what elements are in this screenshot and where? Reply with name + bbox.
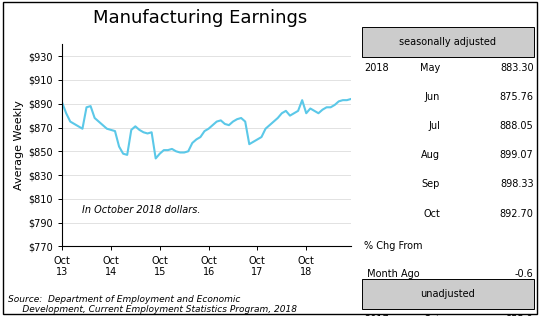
Text: 899.07: 899.07 [500,150,534,161]
Text: unadjusted: unadjusted [420,289,475,299]
Text: 855.9: 855.9 [506,315,534,316]
Text: Aug: Aug [421,150,440,161]
Text: 875.76: 875.76 [500,92,534,102]
Text: Jul: Jul [428,121,440,131]
Text: seasonally adjusted: seasonally adjusted [399,37,496,47]
Text: 892.70: 892.70 [500,209,534,219]
Text: In October 2018 dollars.: In October 2018 dollars. [83,205,201,215]
Text: 898.33: 898.33 [500,179,534,190]
Text: Manufacturing Earnings: Manufacturing Earnings [93,9,307,27]
Text: 883.30: 883.30 [500,63,534,73]
Text: Oct: Oct [423,315,440,316]
Y-axis label: Average Weekly: Average Weekly [14,100,24,190]
Text: % Chg From: % Chg From [364,241,423,251]
Text: Oct: Oct [423,209,440,219]
Text: -0.6: -0.6 [515,269,534,279]
Text: 2017: 2017 [364,315,389,316]
Text: 2018: 2018 [364,63,389,73]
Text: 888.05: 888.05 [500,121,534,131]
Text: May: May [420,63,440,73]
Text: Source:  Department of Employment and Economic
     Development, Current Employm: Source: Department of Employment and Eco… [8,295,297,314]
Text: Jun: Jun [425,92,440,102]
Text: Month Ago: Month Ago [364,269,420,279]
Text: Sep: Sep [422,179,440,190]
